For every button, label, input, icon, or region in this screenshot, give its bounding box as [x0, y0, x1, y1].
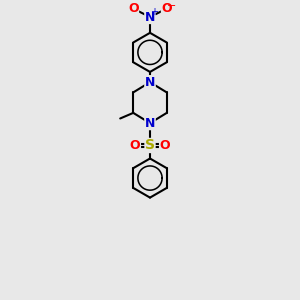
Text: −: − — [167, 1, 177, 11]
Text: N: N — [145, 11, 155, 23]
Text: S: S — [145, 139, 155, 152]
Text: N: N — [145, 76, 155, 89]
Text: O: O — [161, 2, 172, 15]
Text: O: O — [130, 139, 140, 152]
Text: O: O — [160, 139, 170, 152]
Text: N: N — [145, 117, 155, 130]
Text: O: O — [128, 2, 139, 15]
Text: +: + — [150, 7, 158, 17]
